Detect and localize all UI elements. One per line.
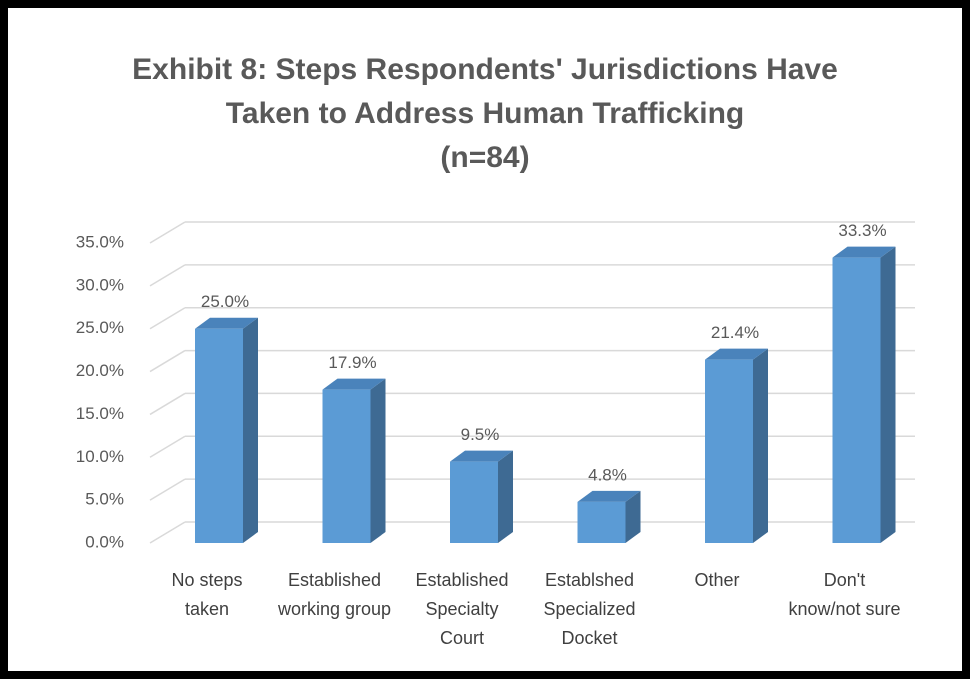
value-label: 4.8% xyxy=(588,465,627,484)
bar-side xyxy=(880,246,896,544)
chart-subtitle: (n=84) xyxy=(440,141,530,174)
y-tick-label: 15.0% xyxy=(76,404,124,423)
value-label: 33.3% xyxy=(838,221,886,240)
y-tick-label: 10.0% xyxy=(76,447,124,466)
bar-side xyxy=(625,490,641,543)
grid-line xyxy=(149,478,186,501)
bar xyxy=(195,317,258,543)
x-tick-label: Established Specialty Court xyxy=(415,570,509,648)
bar-side xyxy=(498,450,513,543)
bar-side xyxy=(243,317,258,543)
grid-line xyxy=(149,349,186,373)
bar-top xyxy=(705,348,768,360)
y-tick-label: 0.0% xyxy=(85,532,124,551)
grid-line xyxy=(149,392,186,416)
bar-top xyxy=(832,246,896,258)
y-tick-label: 5.0% xyxy=(85,490,124,509)
bar-top xyxy=(322,378,386,390)
grid-line xyxy=(149,307,186,330)
bar xyxy=(450,450,513,543)
bar-front xyxy=(832,257,881,543)
y-tick-label: 25.0% xyxy=(76,318,124,337)
bar-top xyxy=(577,490,641,502)
y-tick-label: 20.0% xyxy=(76,361,124,380)
bar xyxy=(577,490,641,543)
x-tick-label: Other xyxy=(694,570,740,590)
value-label: 9.5% xyxy=(461,425,500,444)
bar-side xyxy=(753,348,768,543)
bar-front xyxy=(577,501,626,543)
bar-top xyxy=(450,450,513,462)
bar xyxy=(832,246,896,544)
y-tick-label: 30.0% xyxy=(76,275,124,294)
chart-title: Exhibit 8: Steps Respondents' Jurisdicti… xyxy=(132,53,838,130)
bar-front xyxy=(705,359,753,543)
grid-line xyxy=(149,521,186,544)
grid-line xyxy=(149,264,186,287)
bar-front xyxy=(450,461,498,543)
value-label: 21.4% xyxy=(711,323,759,342)
y-tick-label: 35.0% xyxy=(76,232,124,251)
bar-front xyxy=(322,389,371,543)
x-tick-label: Establshed Specialized Docket xyxy=(543,570,636,648)
value-label: 25.0% xyxy=(201,292,249,311)
bar xyxy=(322,378,386,543)
grid-line xyxy=(149,435,186,458)
bar xyxy=(705,348,768,543)
x-tick-label: Established working group xyxy=(277,570,392,619)
value-label: 17.9% xyxy=(328,353,376,372)
grid-line xyxy=(149,221,186,244)
x-tick-label: Don't know/not sure xyxy=(788,570,901,619)
bar-top xyxy=(195,317,258,329)
x-tick-label: No steps taken xyxy=(171,570,243,619)
bar-side xyxy=(370,378,386,543)
bar-front xyxy=(195,328,243,543)
